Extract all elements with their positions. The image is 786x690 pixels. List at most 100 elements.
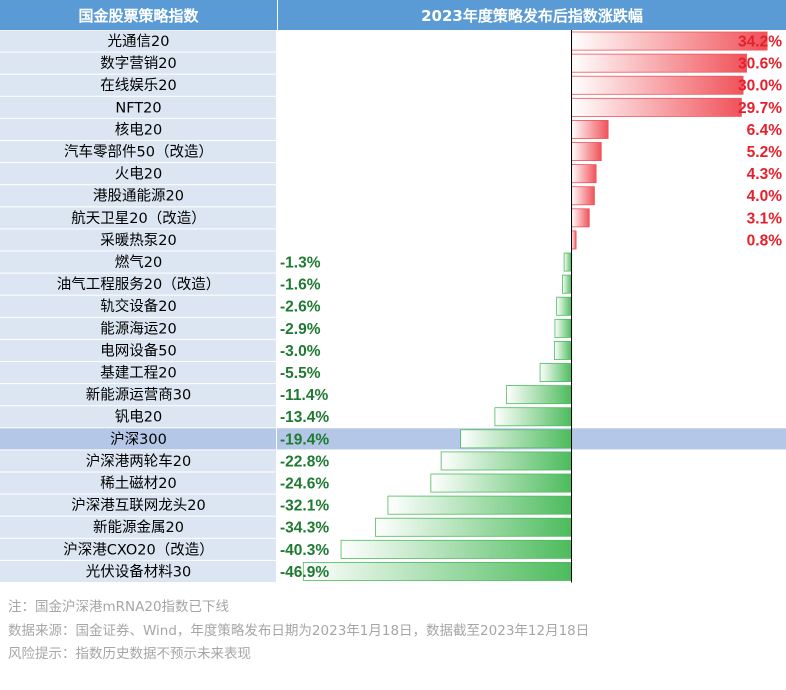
- data-label: -2.9%: [280, 321, 321, 338]
- header-left-cell: [0, 0, 277, 30]
- category-label: 数字营销20: [100, 55, 176, 72]
- category-cell: [0, 339, 276, 361]
- category-cell: [0, 52, 276, 74]
- header-left-title: 国金股票策略指数: [78, 7, 199, 25]
- data-label: -5.5%: [280, 365, 321, 382]
- data-label: 0.8%: [747, 232, 783, 249]
- category-label: 火电20: [115, 166, 162, 183]
- bar: [494, 407, 572, 427]
- data-label: 30.6%: [738, 56, 782, 73]
- data-label: -40.3%: [280, 542, 329, 559]
- data-label: -34.3%: [280, 520, 329, 537]
- category-label: 稀土磁材20: [100, 475, 176, 492]
- category-cell: [0, 229, 276, 251]
- category-cell: [0, 362, 276, 384]
- category-cell: [0, 185, 276, 207]
- chart: 国金股票策略指数 2023年度策略发布后指数涨跌幅光通信20 34.2% 数字营销20…: [0, 0, 786, 583]
- category-cell: [0, 472, 276, 494]
- category-label: 采暖热泵20: [100, 232, 176, 249]
- category-cell: [0, 118, 276, 140]
- bar: [571, 164, 597, 184]
- bar: [440, 451, 572, 471]
- data-label: 4.0%: [747, 188, 783, 205]
- category-label: 核电20: [115, 121, 162, 138]
- category-cell: [0, 428, 276, 450]
- bar: [374, 517, 572, 537]
- bar: [563, 252, 572, 272]
- category-cell: [0, 560, 276, 582]
- bar: [460, 429, 572, 449]
- bar: [539, 363, 572, 383]
- category-cell: [0, 74, 276, 96]
- category-label: 电网设备50: [100, 342, 176, 359]
- category-cell: [0, 163, 276, 185]
- bar: [571, 97, 742, 117]
- category-cell: [0, 538, 276, 560]
- category-label: 沪深300: [110, 431, 167, 448]
- footnotes: 注：国金沪深港mRNA20指数已下线 数据来源：国金证券、Wind，年度策略发布…: [8, 596, 778, 667]
- data-label: -1.3%: [280, 255, 321, 272]
- category-label: 沪深港互联网龙头20: [71, 497, 205, 514]
- category-cell: [0, 96, 276, 118]
- bar: [571, 142, 602, 162]
- category-label: 油气工程服务20（改造）: [57, 276, 220, 293]
- bar: [571, 186, 595, 206]
- category-label: 港股通能源20: [93, 188, 184, 205]
- data-label: -22.8%: [280, 453, 329, 470]
- bar: [571, 75, 744, 95]
- category-label: 基建工程20: [100, 365, 176, 382]
- data-label: 30.0%: [738, 78, 782, 95]
- category-label: 燃气20: [115, 253, 162, 271]
- header-right-title: 2023年度策略发布后指数涨跌幅: [421, 7, 643, 25]
- data-label: 5.2%: [747, 144, 783, 161]
- category-label: 沪深港CXO20（改造）: [63, 541, 214, 558]
- bar: [340, 539, 572, 559]
- data-label: -3.0%: [280, 343, 321, 360]
- category-label: 钒电20: [115, 409, 162, 426]
- data-label: -32.1%: [280, 498, 329, 515]
- bar: [430, 473, 572, 493]
- bar: [302, 562, 572, 581]
- bar: [571, 53, 747, 73]
- data-label: 6.4%: [747, 122, 783, 139]
- category-cell: [0, 516, 276, 538]
- data-label: 4.3%: [747, 166, 783, 183]
- category-cell: [0, 406, 276, 428]
- category-label: 光伏设备材料30: [86, 563, 191, 580]
- data-label: 29.7%: [738, 100, 782, 117]
- category-label: 新能源金属20: [93, 519, 184, 536]
- bar: [387, 495, 572, 515]
- category-cell: [0, 450, 276, 472]
- category-label: 汽车零部件50（改造）: [64, 144, 213, 161]
- data-label: -46.9%: [280, 564, 329, 581]
- data-label: -19.4%: [280, 431, 329, 448]
- data-label: -1.6%: [280, 277, 321, 294]
- category-label: 沪深港两轮车20: [86, 453, 191, 470]
- header-right-cell: [278, 0, 786, 30]
- category-cell: [0, 251, 276, 273]
- category-label: 能源海运20: [100, 320, 176, 337]
- data-label: -2.6%: [280, 299, 321, 316]
- data-label: 3.1%: [747, 210, 783, 227]
- category-label: NFT20: [115, 100, 161, 116]
- footnote-source: 数据来源：国金证券、Wind，年度策略发布日期为2023年1月18日，数据截至2…: [8, 622, 590, 639]
- category-cell: [0, 141, 276, 163]
- category-cell: [0, 494, 276, 516]
- category-cell: [0, 30, 276, 52]
- category-label: 光通信20: [108, 33, 170, 50]
- data-label: -13.4%: [280, 409, 329, 426]
- bar: [571, 230, 577, 250]
- data-label: 34.2%: [738, 34, 782, 51]
- bar: [561, 274, 572, 294]
- category-cell: [0, 295, 276, 317]
- category-cell: [0, 384, 276, 406]
- bar: [556, 296, 572, 316]
- bar: [505, 385, 572, 405]
- category-label: 新能源运营商30: [86, 387, 191, 404]
- bar: [571, 208, 590, 228]
- footnote-risk: 风险提示：指数历史数据不预示未来表现: [8, 646, 251, 662]
- bar: [553, 340, 572, 360]
- data-label: -11.4%: [280, 387, 328, 404]
- footnote-note: 注：国金沪深港mRNA20指数已下线: [8, 599, 230, 615]
- category-cell: [0, 317, 276, 339]
